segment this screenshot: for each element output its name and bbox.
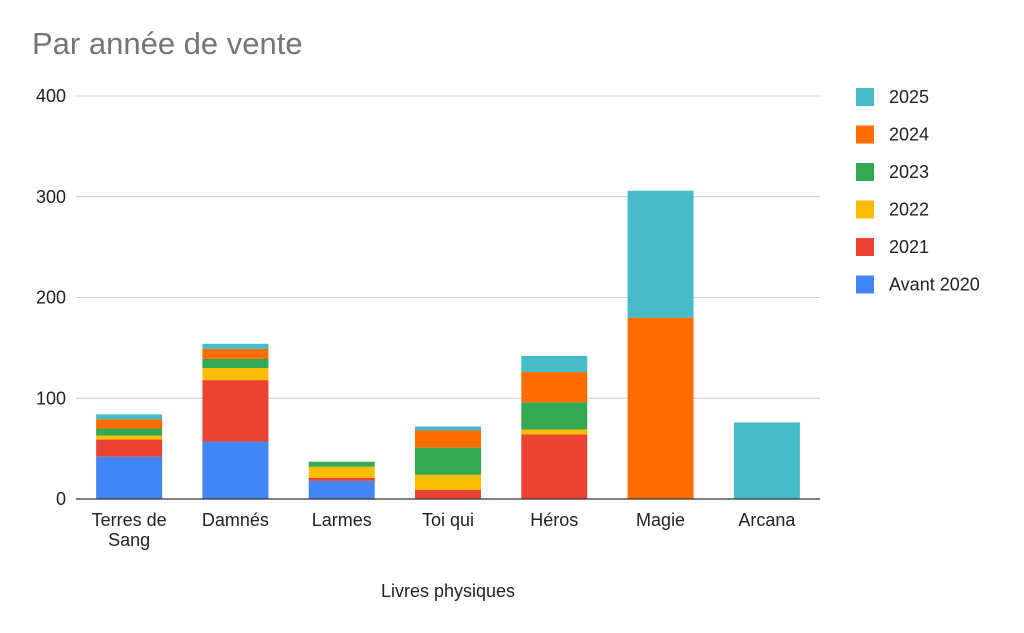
bar-segment <box>202 380 269 442</box>
bar-segment <box>96 435 163 440</box>
bar-segment <box>96 439 163 457</box>
legend-swatch <box>856 200 874 219</box>
legend-swatch <box>856 238 874 256</box>
bar-segment <box>415 474 481 490</box>
y-tick-label: 0 <box>56 489 66 509</box>
x-category-label: Arcana <box>738 510 796 530</box>
bar-segment <box>415 447 481 475</box>
bar-segment <box>308 480 375 499</box>
bar-segment <box>96 419 163 429</box>
bar-segment <box>521 429 588 435</box>
bar-segment <box>521 402 588 430</box>
gridlines <box>76 95 820 399</box>
bars <box>96 190 800 499</box>
bar-segment <box>202 348 269 359</box>
bar-segment <box>415 489 481 499</box>
bar-segment <box>415 426 481 431</box>
x-category-label: Terres de Sang <box>92 510 167 550</box>
legend-label: 2025 <box>889 87 929 107</box>
x-category-label: Héros <box>530 510 578 530</box>
legend-swatch <box>856 88 874 106</box>
bar-segment <box>308 466 375 478</box>
x-category-label: Toi qui <box>422 510 474 530</box>
bar-segment <box>96 428 163 436</box>
y-tick-label: 200 <box>36 288 66 308</box>
legend-label: 2022 <box>889 200 929 220</box>
bar-segment <box>627 190 694 318</box>
x-axis-categories: Terres de Sang Damnés Larmes Toi qui Héros Mag… <box>92 510 797 550</box>
x-axis-title: Livres physiques <box>381 581 515 601</box>
x-category-label: Magie <box>636 510 685 530</box>
bar-segment <box>96 456 163 499</box>
x-category-label: Damnés <box>202 510 269 530</box>
y-axis-ticks: 0 100 200 300 400 <box>36 86 66 509</box>
x-category-label: Larmes <box>312 510 372 530</box>
chart-title: Par année de vente <box>32 26 303 61</box>
bar-segment <box>627 317 694 499</box>
y-tick-label: 100 <box>36 388 66 408</box>
legend-label: 2021 <box>889 237 929 257</box>
legend-swatch <box>856 163 874 181</box>
y-tick-label: 400 <box>36 86 66 106</box>
bar-segment <box>202 441 269 499</box>
bar-segment <box>308 477 375 481</box>
legend-label: 2024 <box>889 125 929 145</box>
bar-segment <box>202 368 269 381</box>
legend-swatch <box>856 125 874 144</box>
bar-segment <box>202 343 269 349</box>
legend-swatch <box>856 275 874 294</box>
legend-label: 2023 <box>889 162 929 182</box>
bar-segment <box>415 430 481 448</box>
bar-segment <box>202 358 269 369</box>
bar-segment <box>521 434 588 499</box>
bar-segment <box>521 372 588 403</box>
bar-segment <box>521 355 588 373</box>
bar-segment <box>96 414 163 420</box>
bar-segment <box>733 422 800 499</box>
legend-label: Avant 2020 <box>889 275 980 295</box>
bar-segment <box>308 461 375 467</box>
y-tick-label: 300 <box>36 187 66 207</box>
legend: 2025 2024 2023 2022 2021 Avant 2020 <box>856 87 980 295</box>
